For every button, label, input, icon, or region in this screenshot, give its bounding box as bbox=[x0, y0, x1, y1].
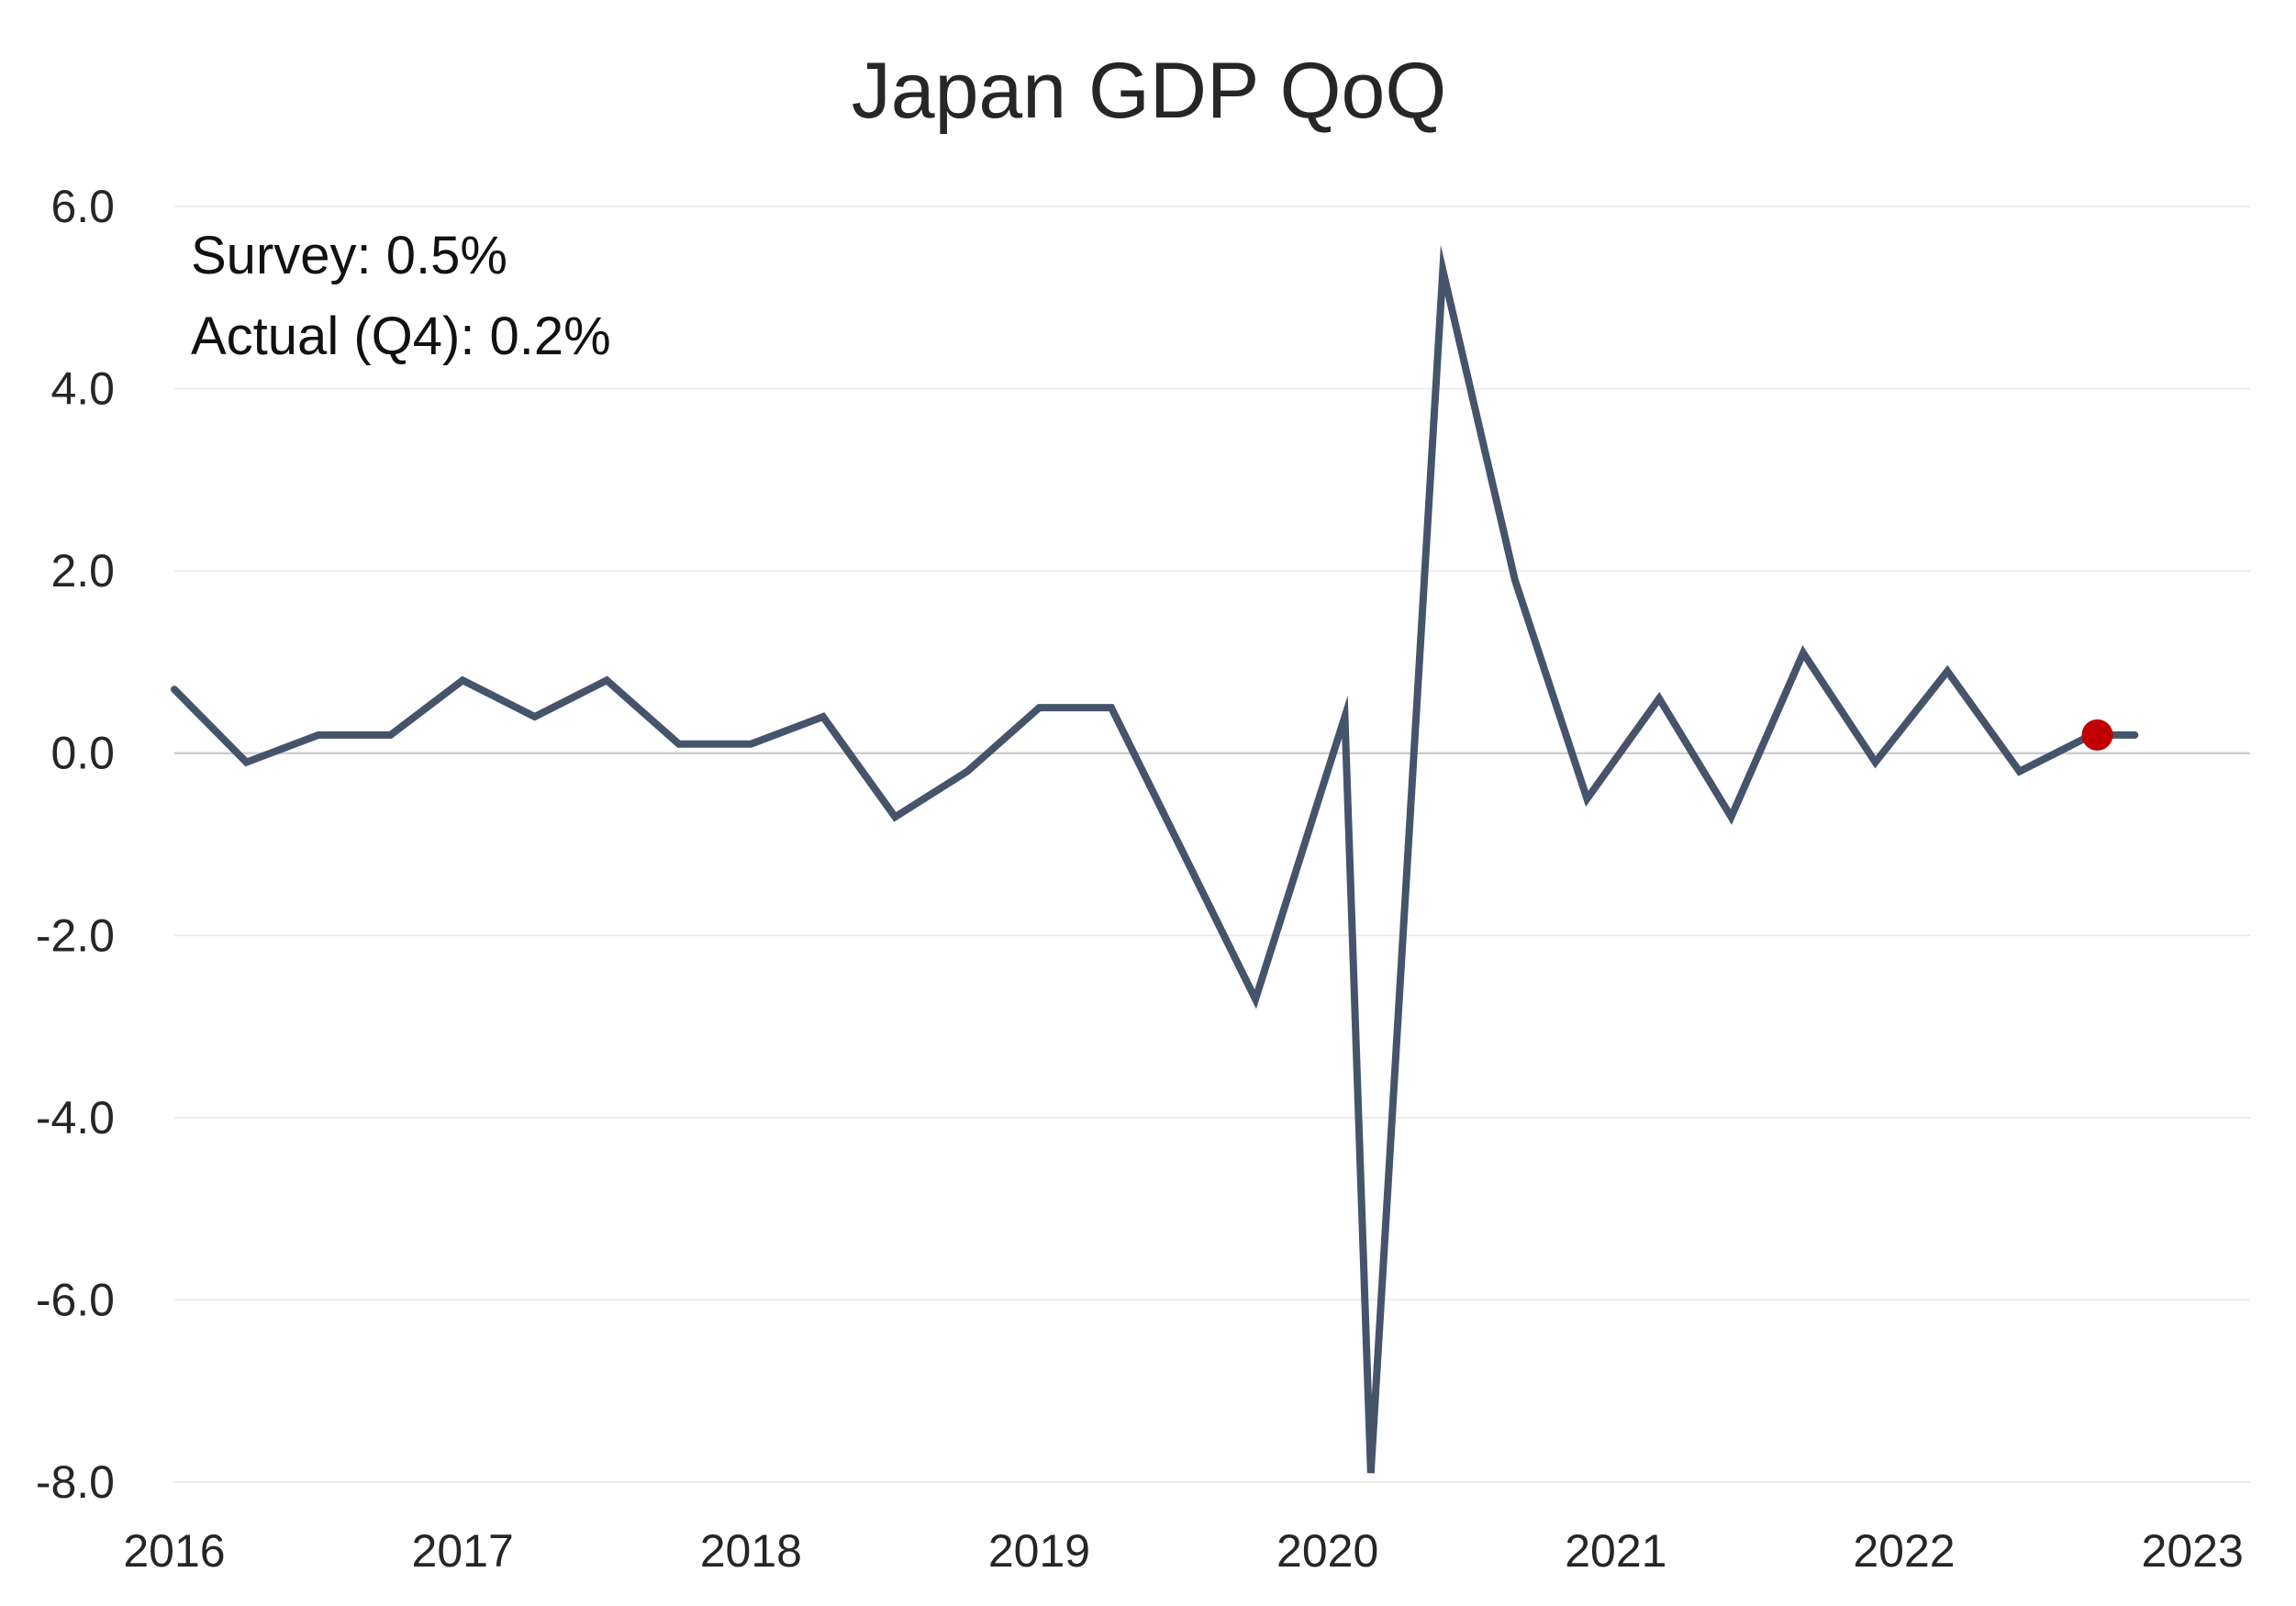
x-tick-label: 2023 bbox=[2142, 1525, 2244, 1577]
annotations: Survey: 0.5% Actual (Q4): 0.2% bbox=[191, 226, 611, 366]
annotation-text: Survey: 0.5% bbox=[191, 226, 507, 285]
x-axis-ticks: 2016 2017 2018 2019 2020 2021 2022 2023 bbox=[123, 1525, 2243, 1577]
y-tick-label: 4.0 bbox=[50, 363, 115, 415]
x-tick-label: 2019 bbox=[988, 1525, 1090, 1577]
series-line bbox=[171, 244, 2139, 1474]
chart-title: Japan GDP QoQ bbox=[852, 47, 1447, 135]
y-tick-label: 2.0 bbox=[50, 545, 115, 597]
y-tick-label: 6.0 bbox=[50, 181, 115, 232]
gridlines bbox=[174, 206, 2250, 1483]
y-tick-label: 0.0 bbox=[50, 728, 115, 779]
x-tick-label: 2017 bbox=[412, 1525, 514, 1577]
x-tick-label: 2020 bbox=[1276, 1525, 1378, 1577]
x-tick-label: 2022 bbox=[1853, 1525, 1955, 1577]
x-tick-label: 2021 bbox=[1565, 1525, 1666, 1577]
y-tick-label: -8.0 bbox=[36, 1456, 115, 1508]
series-layer bbox=[171, 244, 2139, 1474]
y-tick-label: -2.0 bbox=[36, 909, 115, 961]
x-tick-label: 2016 bbox=[123, 1525, 225, 1577]
annotation-text: Actual (Q4): 0.2% bbox=[191, 307, 611, 366]
x-tick-label: 2018 bbox=[700, 1525, 802, 1577]
y-tick-label: -6.0 bbox=[36, 1274, 115, 1325]
latest-value-marker bbox=[2081, 719, 2113, 751]
y-tick-label: -4.0 bbox=[36, 1092, 115, 1143]
y-axis-ticks: 6.0 4.0 2.0 0.0 -2.0 -4.0 -6.0 -8.0 bbox=[36, 181, 115, 1508]
